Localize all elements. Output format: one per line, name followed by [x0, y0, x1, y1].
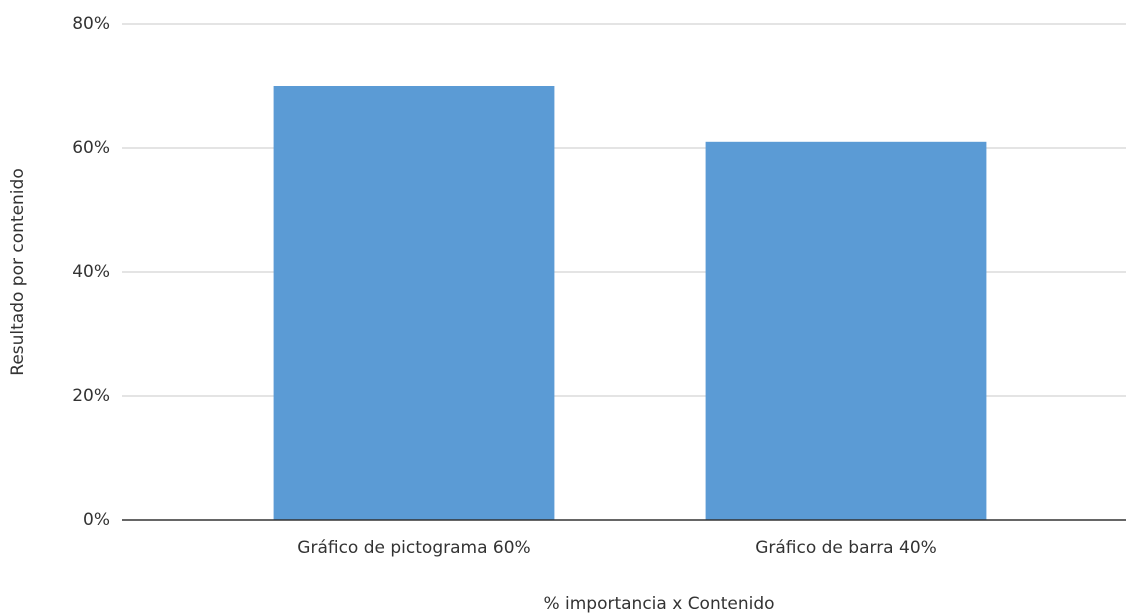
y-tick-label: 40%: [72, 262, 110, 282]
y-tick-label: 20%: [72, 386, 110, 406]
y-tick-label: 60%: [72, 138, 110, 158]
x-tick-label: Gráfico de pictograma 60%: [297, 538, 530, 558]
y-axis-title: Resultado por contenido: [8, 168, 28, 375]
x-axis-title: % importancia x Contenido: [543, 594, 774, 614]
y-tick-label: 0%: [83, 510, 110, 530]
bar: [705, 141, 987, 521]
x-tick-label: Gráfico de barra 40%: [755, 538, 937, 558]
y-tick-label: 80%: [72, 14, 110, 34]
bar: [273, 86, 555, 520]
